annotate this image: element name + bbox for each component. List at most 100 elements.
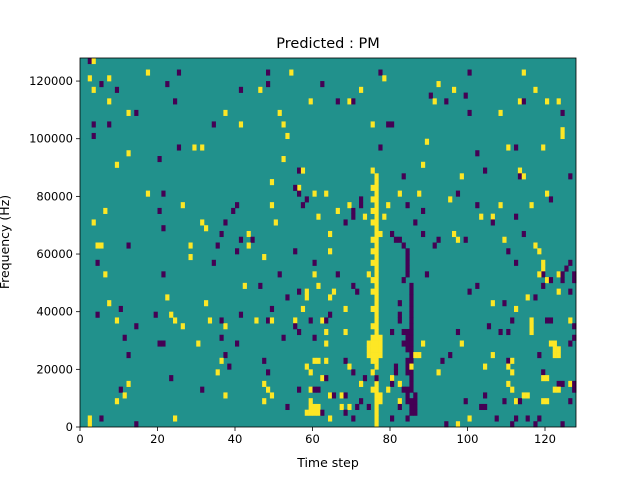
heatmap-cell bbox=[378, 230, 383, 238]
y-tick-label: 60000 bbox=[36, 247, 73, 261]
heatmap-cell bbox=[320, 81, 325, 88]
heatmap-cell bbox=[413, 219, 418, 226]
heatmap-cell bbox=[467, 109, 472, 116]
heatmap-cell bbox=[351, 213, 356, 220]
heatmap-cell bbox=[126, 380, 131, 387]
heatmap-cell bbox=[490, 300, 495, 307]
heatmap-cell bbox=[409, 346, 414, 353]
heatmap-cell bbox=[424, 271, 430, 278]
heatmap-cell bbox=[95, 242, 100, 249]
heatmap-cell bbox=[374, 386, 379, 393]
heatmap-cell bbox=[362, 213, 368, 220]
heatmap-cell bbox=[374, 213, 379, 220]
heatmap-cell bbox=[165, 81, 170, 88]
heatmap-cell bbox=[374, 225, 379, 232]
heatmap-cell bbox=[514, 415, 519, 422]
heatmap-cell bbox=[514, 259, 519, 266]
heatmap-cell bbox=[308, 98, 313, 105]
heatmap-cell bbox=[506, 248, 511, 255]
heatmap-cell bbox=[475, 202, 480, 209]
heatmap-cell bbox=[483, 363, 488, 370]
heatmap-cell bbox=[490, 219, 495, 226]
heatmap-cell bbox=[421, 207, 426, 214]
heatmap-cell bbox=[324, 340, 329, 347]
heatmap-cell bbox=[560, 277, 565, 284]
x-tick-label: 100 bbox=[457, 432, 479, 446]
heatmap-cell bbox=[552, 352, 557, 359]
heatmap-cell bbox=[242, 282, 247, 289]
heatmap-cell bbox=[459, 340, 464, 347]
heatmap-cell bbox=[382, 213, 387, 220]
heatmap-cell bbox=[134, 323, 139, 330]
x-axis: 0 20 40 60 80 100 120 bbox=[76, 427, 556, 446]
heatmap-cell bbox=[405, 328, 410, 336]
heatmap-cell bbox=[374, 282, 379, 289]
heatmap-cell bbox=[378, 69, 383, 76]
heatmap-cell bbox=[211, 259, 216, 266]
heatmap-cell bbox=[145, 69, 151, 76]
heatmap-cell bbox=[572, 271, 577, 278]
heatmap-cell bbox=[521, 392, 526, 399]
heatmap-cell bbox=[397, 300, 402, 307]
heatmap-cell bbox=[405, 369, 410, 376]
heatmap-cell bbox=[405, 254, 410, 261]
heatmap-cell bbox=[95, 311, 100, 318]
heatmap-cell bbox=[176, 144, 182, 151]
heatmap-cell bbox=[273, 219, 278, 226]
heatmap-cell bbox=[413, 398, 418, 405]
plot-area bbox=[80, 58, 576, 427]
heatmap-cell bbox=[157, 340, 162, 347]
heatmap-cell bbox=[556, 386, 561, 393]
heatmap-cell bbox=[114, 317, 120, 324]
heatmap-cell bbox=[374, 179, 379, 186]
heatmap-cell bbox=[223, 109, 228, 116]
heatmap-cell bbox=[126, 242, 131, 249]
heatmap-cell bbox=[374, 242, 379, 249]
heatmap-cell bbox=[467, 415, 472, 422]
heatmap-cell bbox=[293, 323, 298, 330]
heatmap-cell bbox=[483, 403, 488, 411]
heatmap-cell bbox=[374, 328, 379, 336]
heatmap-cell bbox=[409, 340, 414, 347]
heatmap-cell bbox=[114, 161, 120, 168]
heatmap-cell bbox=[552, 386, 557, 393]
heatmap-cell bbox=[324, 375, 329, 382]
heatmap-cell bbox=[541, 369, 546, 376]
heatmap-cell bbox=[343, 219, 348, 226]
heatmap-cell bbox=[231, 207, 236, 214]
heatmap-cell bbox=[374, 277, 379, 284]
heatmap-cell bbox=[502, 300, 507, 307]
heatmap-cell bbox=[134, 109, 139, 116]
heatmap-cell bbox=[266, 81, 271, 88]
heatmap-cell bbox=[316, 213, 321, 220]
heatmap-cell bbox=[312, 403, 317, 411]
heatmap-cell bbox=[483, 167, 488, 174]
y-tick-label: 80000 bbox=[36, 189, 73, 203]
heatmap-cell bbox=[87, 58, 92, 65]
heatmap-cell bbox=[153, 311, 158, 318]
heatmap-cell bbox=[564, 265, 569, 272]
heatmap-cell bbox=[463, 398, 468, 405]
heatmap-cell bbox=[192, 144, 197, 151]
heatmap-cell bbox=[374, 323, 379, 330]
heatmap-cell bbox=[87, 75, 92, 82]
heatmap-cell bbox=[254, 317, 259, 324]
heatmap-cell bbox=[486, 323, 492, 330]
heatmap-cell bbox=[269, 202, 275, 209]
heatmap-cell bbox=[448, 196, 453, 203]
heatmap-cell bbox=[374, 363, 379, 370]
heatmap-cell bbox=[328, 294, 333, 301]
heatmap-cell bbox=[312, 334, 317, 341]
heatmap-cell bbox=[300, 167, 306, 174]
heatmap-cell bbox=[374, 415, 379, 422]
heatmap-cell bbox=[304, 294, 309, 301]
heatmap-cell bbox=[455, 421, 461, 428]
heatmap-cell bbox=[490, 352, 495, 359]
heatmap-cell bbox=[455, 236, 461, 243]
heatmap-cell bbox=[397, 398, 402, 405]
heatmap-cell bbox=[560, 109, 565, 116]
heatmap-cell bbox=[219, 230, 224, 238]
heatmap-cell bbox=[370, 248, 375, 255]
heatmap-cell bbox=[545, 375, 550, 382]
heatmap-cell bbox=[514, 144, 519, 151]
